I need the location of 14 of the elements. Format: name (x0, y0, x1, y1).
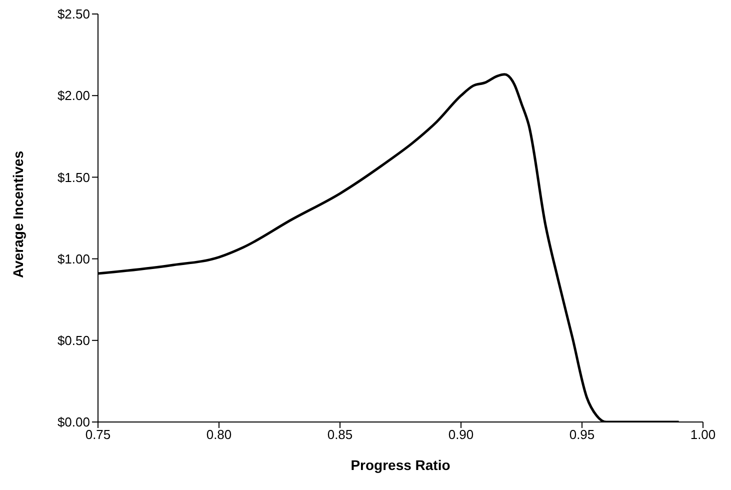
x-tick-label: 0.85 (327, 427, 353, 442)
y-tick-label: $2.50 (57, 6, 90, 22)
y-axis-title: Average Incentives (10, 150, 26, 278)
x-tick-label: 0.75 (85, 427, 111, 442)
x-tick-label: 0.95 (569, 427, 595, 442)
x-axis-title: Progress Ratio (350, 457, 450, 473)
x-tick-label: 0.90 (448, 427, 474, 442)
x-tick-label: 1.00 (690, 427, 716, 442)
x-tick-label: 0.80 (206, 427, 232, 442)
y-tick-label: $2.00 (57, 88, 90, 104)
y-tick-label: $1.00 (57, 251, 90, 266)
y-tick-label: $0.00 (57, 414, 90, 430)
y-tick-label: $0.50 (57, 333, 90, 348)
y-tick-label: $1.50 (57, 170, 90, 185)
